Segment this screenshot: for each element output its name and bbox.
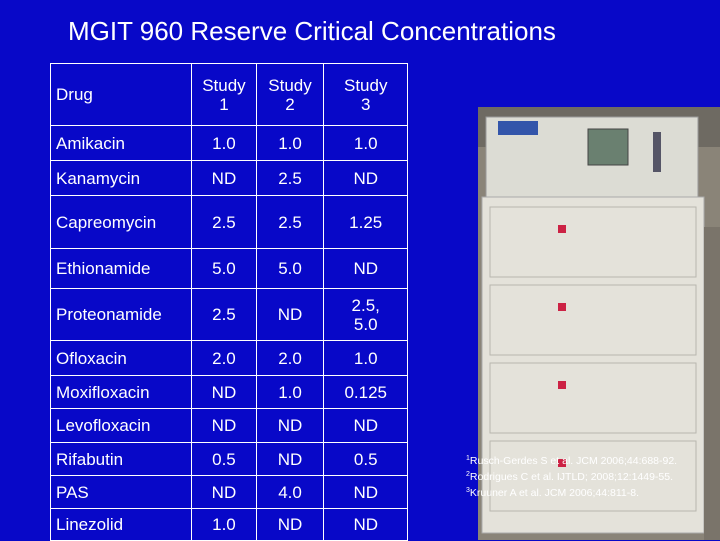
concentration-table: Drug Study 1 Study 2 Study 3 Amikacin 1.0 1.0 1… [49,63,408,541]
value-cell: 2.0 [255,340,325,376]
value-cell: ND [255,442,325,476]
value-cell: 2.5 [255,160,325,196]
value-cell: ND [191,375,257,409]
value-cell: ND [323,475,408,509]
footnote-text: Rusch-Gerdes S et al. JCM 2006;44:688-92… [469,455,678,467]
value-cell: 2.5 [255,195,325,249]
table-row: Amikacin 1.0 1.0 1.0 [49,125,408,161]
table-row: PAS ND 4.0 ND [49,475,408,509]
table-row: Linezolid 1.0 ND ND [49,508,408,541]
instrument-photo [478,107,720,540]
table-row: Ofloxacin 2.0 2.0 1.0 [49,340,408,376]
value-cell: 2.5 [191,195,257,249]
footnote-text: Rodrigues C et al. IJTLD; 2008;12:1449-5… [469,471,674,483]
drug-cell: Proteonamide [49,288,193,341]
footnote: 1Rusch-Gerdes S et al. JCM 2006;44:688-9… [466,452,677,468]
table-row: Kanamycin ND 2.5 ND [49,160,408,196]
drug-cell: Kanamycin [49,160,193,196]
drug-cell: Amikacin [49,125,193,161]
table-row: Proteonamide 2.5 ND 2.5, 5.0 [49,288,408,341]
drug-cell: PAS [49,475,193,509]
value-cell: 2.0 [191,340,257,376]
value-cell: ND [323,160,408,196]
value-cell: ND [191,408,257,443]
footnote-mark: 1 [466,455,470,462]
value-cell: Study 2 [255,63,325,126]
value-cell: 5.0 [255,248,325,289]
footnote-text: Kruuner A et al. JCM 2006;44:811-8. [469,487,639,499]
value-cell: Study 3 [323,63,408,126]
slide-title: MGIT 960 Reserve Critical Concentrations [68,16,556,46]
value-cell: ND [255,508,325,541]
value-cell: ND [191,160,257,196]
drug-cell: Rifabutin [49,442,193,476]
table-row: Moxifloxacin ND 1.0 0.125 [49,375,408,409]
value-cell: 1.25 [323,195,408,249]
footnote: 3Kruuner A et al. JCM 2006;44:811-8. [466,484,677,500]
footnote: 2Rodrigues C et al. IJTLD; 2008;12:1449-… [466,468,677,484]
value-cell: ND [191,475,257,509]
value-cell: 1.0 [191,508,257,541]
value-cell: 1.0 [255,125,325,161]
footnote-mark: 2 [466,471,470,478]
value-cell: Study 1 [191,63,257,126]
value-cell: 5.0 [191,248,257,289]
table-row: Rifabutin 0.5 ND 0.5 [49,442,408,476]
table-row: Capreomycin 2.5 2.5 1.25 [49,195,408,249]
value-cell: 0.5 [323,442,408,476]
value-cell: 2.5 [191,288,257,341]
value-cell: 2.5, 5.0 [323,288,408,341]
header-row: Drug Study 1 Study 2 Study 3 [49,63,408,126]
value-cell: ND [255,288,325,341]
drug-cell: Capreomycin [49,195,193,249]
drug-cell: Ethionamide [49,248,193,289]
drug-cell: Moxifloxacin [49,375,193,409]
value-cell: 1.0 [191,125,257,161]
drug-cell: Linezolid [49,508,193,541]
footnote-mark: 3 [466,487,470,494]
value-cell: 1.0 [323,125,408,161]
value-cell: ND [323,508,408,541]
value-cell: ND [255,408,325,443]
value-cell: 0.5 [191,442,257,476]
drug-cell: Levofloxacin [49,408,193,443]
value-cell: 4.0 [255,475,325,509]
value-cell: 0.125 [323,375,408,409]
footnotes: 1Rusch-Gerdes S et al. JCM 2006;44:688-9… [466,452,677,500]
table-row: Levofloxacin ND ND ND [49,408,408,443]
value-cell: ND [323,408,408,443]
value-cell: 1.0 [255,375,325,409]
value-cell: ND [323,248,408,289]
table-row: Ethionamide 5.0 5.0 ND [49,248,408,289]
value-cell: 1.0 [323,340,408,376]
drug-cell: Ofloxacin [49,340,193,376]
drug-cell: Drug [49,63,193,126]
